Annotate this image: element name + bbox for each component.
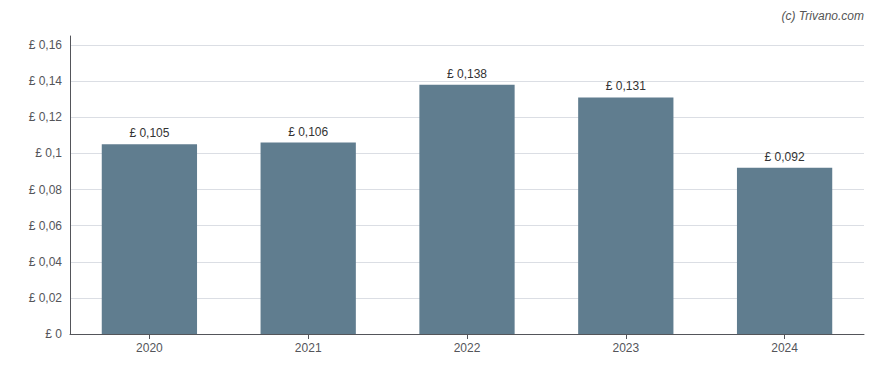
svg-text:£ 0,16: £ 0,16 [29, 38, 63, 52]
svg-text:£ 0,106: £ 0,106 [288, 125, 328, 139]
svg-text:2021: 2021 [295, 341, 322, 355]
svg-text:£ 0,12: £ 0,12 [29, 110, 63, 124]
svg-text:(c) Trivano.com: (c) Trivano.com [782, 9, 864, 23]
svg-text:£ 0: £ 0 [45, 327, 62, 341]
svg-text:£ 0,1: £ 0,1 [35, 146, 62, 160]
svg-text:£ 0,04: £ 0,04 [29, 255, 63, 269]
svg-text:£ 0,105: £ 0,105 [129, 126, 169, 140]
svg-text:2022: 2022 [454, 341, 481, 355]
svg-text:2020: 2020 [136, 341, 163, 355]
svg-text:£ 0,14: £ 0,14 [29, 74, 63, 88]
svg-text:2024: 2024 [771, 341, 798, 355]
svg-text:2023: 2023 [612, 341, 639, 355]
svg-text:£ 0,06: £ 0,06 [29, 219, 63, 233]
svg-text:£ 0,131: £ 0,131 [606, 79, 646, 93]
svg-text:£ 0,092: £ 0,092 [765, 150, 805, 164]
svg-text:£ 0,08: £ 0,08 [29, 183, 63, 197]
svg-text:£ 0,138: £ 0,138 [447, 67, 487, 81]
svg-text:£ 0,02: £ 0,02 [29, 291, 63, 305]
